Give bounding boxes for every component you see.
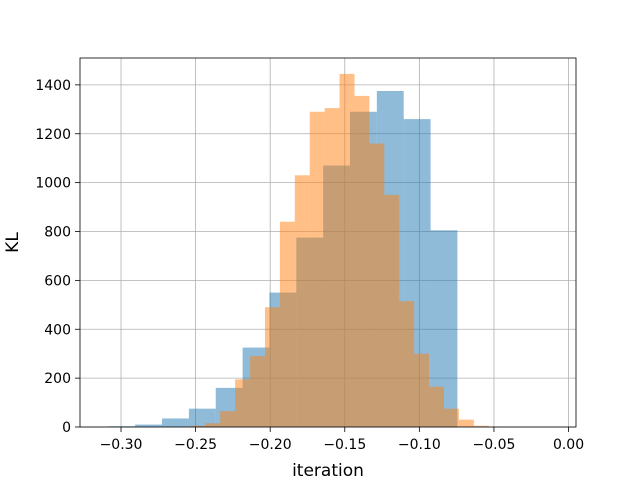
y-axis-label: KL: [3, 232, 23, 253]
histogram-bar-series-2: [235, 379, 251, 427]
histogram-bar-series-2: [205, 423, 221, 427]
y-tick-label: 0: [62, 420, 71, 436]
plot-frame: [79, 57, 577, 428]
histogram-bar-series-1: [162, 418, 189, 427]
x-tick-label: −0.20: [249, 437, 292, 453]
x-tick-label: −0.25: [174, 437, 217, 453]
histogram-bar-series-2: [339, 73, 355, 428]
y-tick-label: 400: [44, 322, 71, 338]
histogram-bar-series-2: [190, 425, 206, 427]
histogram-bar-series-2: [354, 95, 370, 427]
histogram-bar-series-2: [369, 143, 385, 428]
histogram-bar-series-2: [279, 221, 295, 427]
y-tick-label: 1400: [35, 78, 71, 94]
y-axis-ticks: 0 200 400 600 800 1000 1200 1400: [35, 78, 80, 436]
histogram-bar-series-2: [414, 353, 430, 427]
y-tick-label: 800: [44, 225, 71, 241]
x-tick-label: 0.00: [553, 437, 584, 453]
x-tick-label: −0.05: [473, 437, 516, 453]
x-tick-label: −0.15: [323, 437, 366, 453]
x-tick-label: −0.30: [100, 437, 143, 453]
histogram-bar-series-1: [188, 408, 216, 427]
histogram-bar-series-2: [220, 411, 236, 427]
histogram-bar-series-2: [429, 386, 444, 427]
histogram-bar-series-2: [384, 194, 400, 427]
y-tick-label: 1200: [35, 127, 71, 143]
y-tick-label: 200: [44, 371, 71, 387]
histogram-bars: [108, 73, 504, 428]
histogram-bar-series-1: [135, 424, 163, 427]
histogram-bar-series-2: [473, 425, 489, 427]
histogram-bar-series-2: [443, 408, 459, 427]
x-tick-label: −0.10: [398, 437, 441, 453]
y-tick-label: 600: [44, 273, 71, 289]
histogram-bar-series-2: [250, 356, 265, 427]
histogram-bar-series-2: [458, 419, 474, 427]
x-axis-ticks: −0.30 −0.25 −0.20 −0.15 −0.10 −0.05 0.00: [100, 427, 584, 453]
histogram-bar-series-2: [294, 175, 310, 427]
y-tick-label: 1000: [35, 176, 71, 192]
histogram-bar-series-2: [309, 111, 325, 427]
histogram-bar-series-2: [399, 301, 415, 427]
histogram-bar-series-2: [324, 108, 340, 428]
x-axis-label: iteration: [292, 461, 364, 480]
histogram-bar-series-2: [264, 307, 280, 427]
